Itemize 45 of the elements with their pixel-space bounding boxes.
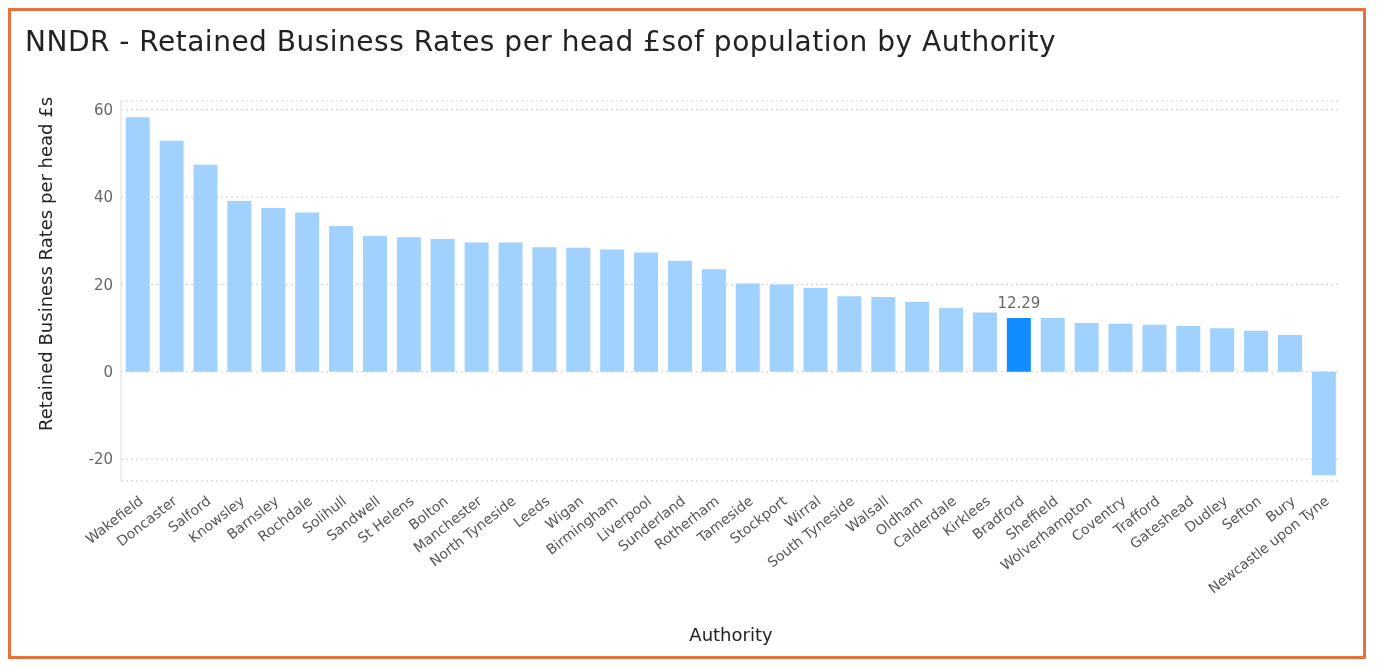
bar — [871, 297, 896, 372]
y-tick-label: 20 — [93, 275, 113, 294]
y-axis-title: Retained Business Rates per head £s — [35, 96, 57, 431]
bar — [1277, 335, 1302, 372]
bar — [600, 249, 625, 372]
bar — [1006, 318, 1031, 372]
y-tick-label: -20 — [88, 450, 113, 469]
bar — [227, 201, 252, 372]
bar — [329, 225, 354, 372]
bar — [1142, 324, 1167, 372]
bar — [667, 260, 692, 372]
bar — [1108, 323, 1133, 372]
y-tick-label: 60 — [93, 101, 113, 120]
bar — [159, 140, 184, 372]
x-axis-title: Authority — [689, 624, 773, 645]
data-label: 12.29 — [997, 294, 1041, 313]
bar — [1176, 325, 1201, 372]
bar — [701, 269, 726, 372]
bar — [905, 301, 930, 372]
chart-title: NNDR - Retained Business Rates per head £sof population by Authority — [25, 25, 1057, 58]
bar — [566, 247, 591, 372]
y-tick-label: 0 — [103, 363, 113, 382]
bar — [1244, 330, 1269, 372]
bar — [532, 247, 557, 372]
bar — [769, 284, 794, 372]
bar — [193, 164, 218, 372]
bar — [837, 296, 862, 372]
bar — [1311, 371, 1336, 476]
bar — [261, 208, 286, 372]
bar — [464, 242, 489, 372]
bar — [1074, 322, 1099, 372]
bar — [125, 117, 150, 372]
y-tick-label: 40 — [93, 188, 113, 207]
bar — [498, 242, 523, 372]
bar — [939, 308, 964, 372]
bar — [1210, 328, 1235, 372]
bar — [972, 312, 997, 372]
bar — [634, 252, 659, 372]
bar — [362, 235, 387, 372]
bar — [735, 283, 760, 372]
bar — [803, 287, 828, 372]
bar — [1040, 318, 1065, 372]
bar — [430, 239, 455, 372]
bar — [295, 212, 320, 372]
bar — [396, 237, 421, 372]
